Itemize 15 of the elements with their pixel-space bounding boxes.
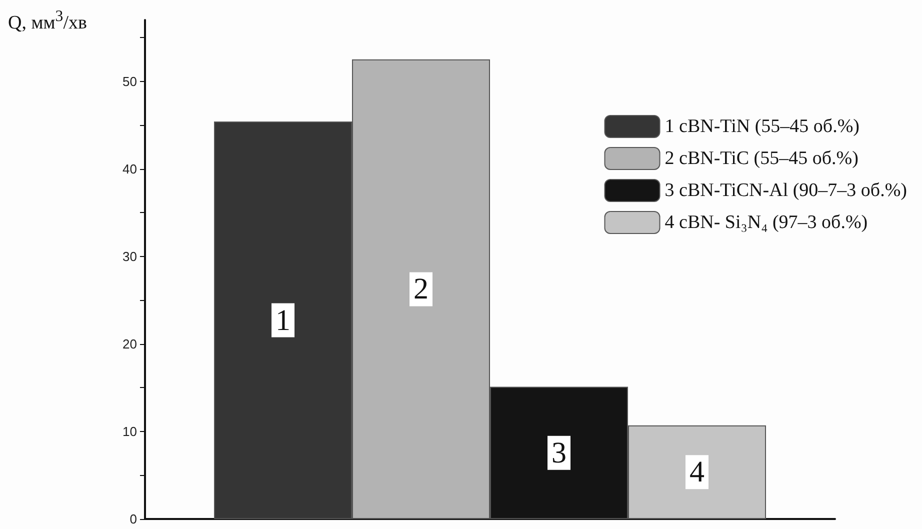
legend-label: 4 cBN- Si₃N₄ (97–3 об.%) xyxy=(664,212,868,233)
x-tick-label: 3 xyxy=(552,436,566,470)
x-tick-label: 4 xyxy=(690,456,704,489)
legend-label: 1 cBN-TiN (55–45 об.%) xyxy=(664,116,860,137)
y-axis-title: Q, мм$^{3}$/хв xyxy=(8,8,87,34)
y-tick-label: 0 xyxy=(130,512,137,526)
y-tick-label: 30 xyxy=(122,248,137,264)
y-tick-label: 40 xyxy=(122,161,137,176)
x-tick-label: 1 xyxy=(276,304,290,337)
y-tick-label: 50 xyxy=(122,74,137,89)
y-tick-label: 20 xyxy=(122,336,137,352)
y-tick-label: 10 xyxy=(122,424,137,439)
legend-label: 2 cBN-TiC (55–45 об.%) xyxy=(664,148,858,169)
legend-label: 3 cBN-TiCN-Al (90–7–3 об.%) xyxy=(664,180,908,201)
x-tick-label: 2 xyxy=(414,272,428,306)
